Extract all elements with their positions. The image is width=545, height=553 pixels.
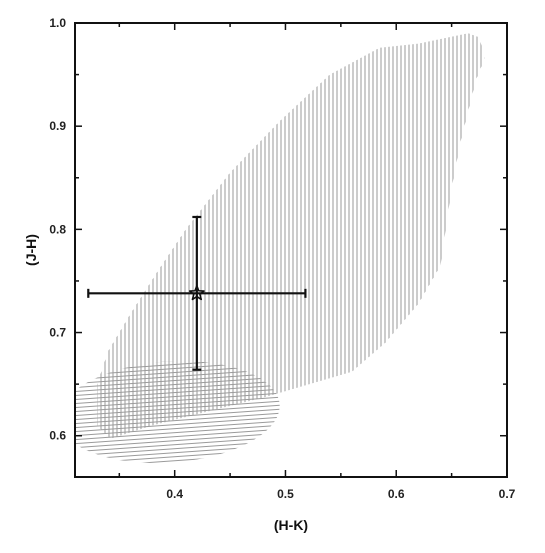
- x-axis-label: (H-K): [274, 517, 308, 533]
- region-horizontal-hatch: [75, 360, 280, 464]
- x-tick-label: 0.4: [166, 487, 183, 501]
- y-axis-label: (J-H): [23, 234, 39, 266]
- data-points: [87, 215, 307, 371]
- x-tick-label: 0.5: [277, 487, 294, 501]
- shaded-regions: [75, 33, 485, 464]
- y-tick-label: 0.7: [49, 326, 66, 340]
- y-tick-label: 0.9: [49, 119, 66, 133]
- axis-ticks: 0.4 0.5 0.6 0.7 0.6 0.7 0.8 0.9 1.0: [49, 16, 515, 501]
- region-vertical-hatch: [97, 33, 485, 439]
- x-tick-label: 0.6: [388, 487, 405, 501]
- y-tick-label: 0.6: [49, 429, 66, 443]
- star-marker: [188, 285, 205, 301]
- plot-frame: [74, 22, 508, 478]
- y-tick-label: 1.0: [49, 16, 66, 30]
- x-tick-label: 0.7: [499, 487, 516, 501]
- y-tick-label: 0.8: [49, 222, 66, 236]
